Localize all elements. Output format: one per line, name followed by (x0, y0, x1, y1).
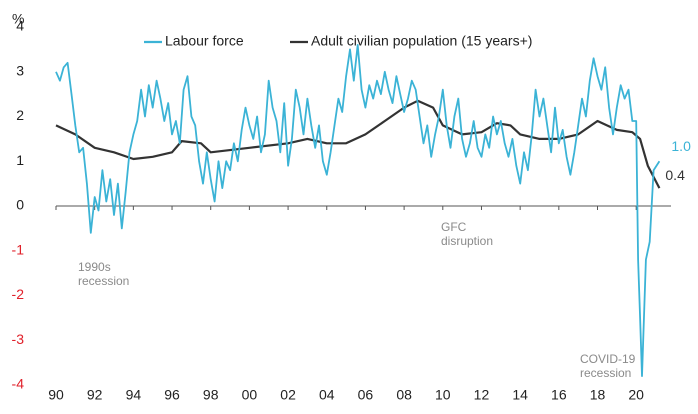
x-tick-label: 00 (242, 387, 258, 403)
annotation: recession (78, 274, 129, 288)
end-label: 1.0 (671, 138, 691, 154)
y-tick-label: -3 (12, 331, 25, 347)
x-tick-label: 04 (319, 387, 335, 403)
y-tick-label: 1 (16, 152, 24, 168)
x-tick-label: 16 (551, 387, 567, 403)
annotation: recession (580, 366, 631, 380)
x-tick-label: 08 (396, 387, 412, 403)
y-tick-label: 2 (16, 107, 24, 123)
annotation: GFC (441, 220, 467, 234)
y-tick-label: 3 (16, 62, 24, 78)
x-tick-label: 10 (435, 387, 451, 403)
series-line (55, 44, 661, 377)
series-line (55, 99, 661, 189)
x-tick-label: 02 (280, 387, 296, 403)
x-tick-label: 20 (628, 387, 644, 403)
y-tick-label: -1 (12, 241, 25, 257)
y-tick-label: 4 (16, 18, 24, 34)
annotation: 1990s (78, 260, 111, 274)
x-tick-label: 92 (87, 387, 103, 403)
x-tick-label: 12 (474, 387, 490, 403)
x-tick-label: 06 (358, 387, 374, 403)
legend-label: Adult civilian population (15 years+) (311, 33, 532, 49)
x-tick-label: 94 (126, 387, 142, 403)
y-unit: % (12, 11, 24, 27)
x-tick-label: 14 (512, 387, 528, 403)
x-tick-label: 18 (590, 387, 606, 403)
y-tick-label: -4 (12, 376, 25, 392)
y-tick-label: 0 (16, 197, 24, 213)
annotation: COVID-19 (580, 352, 636, 366)
end-label: 0.4 (665, 167, 685, 183)
y-tick-label: -2 (12, 286, 25, 302)
x-tick-label: 98 (203, 387, 219, 403)
x-tick-label: 96 (164, 387, 180, 403)
annotation: disruption (441, 234, 493, 248)
legend-label: Labour force (165, 33, 244, 49)
x-tick-label: 90 (48, 387, 64, 403)
